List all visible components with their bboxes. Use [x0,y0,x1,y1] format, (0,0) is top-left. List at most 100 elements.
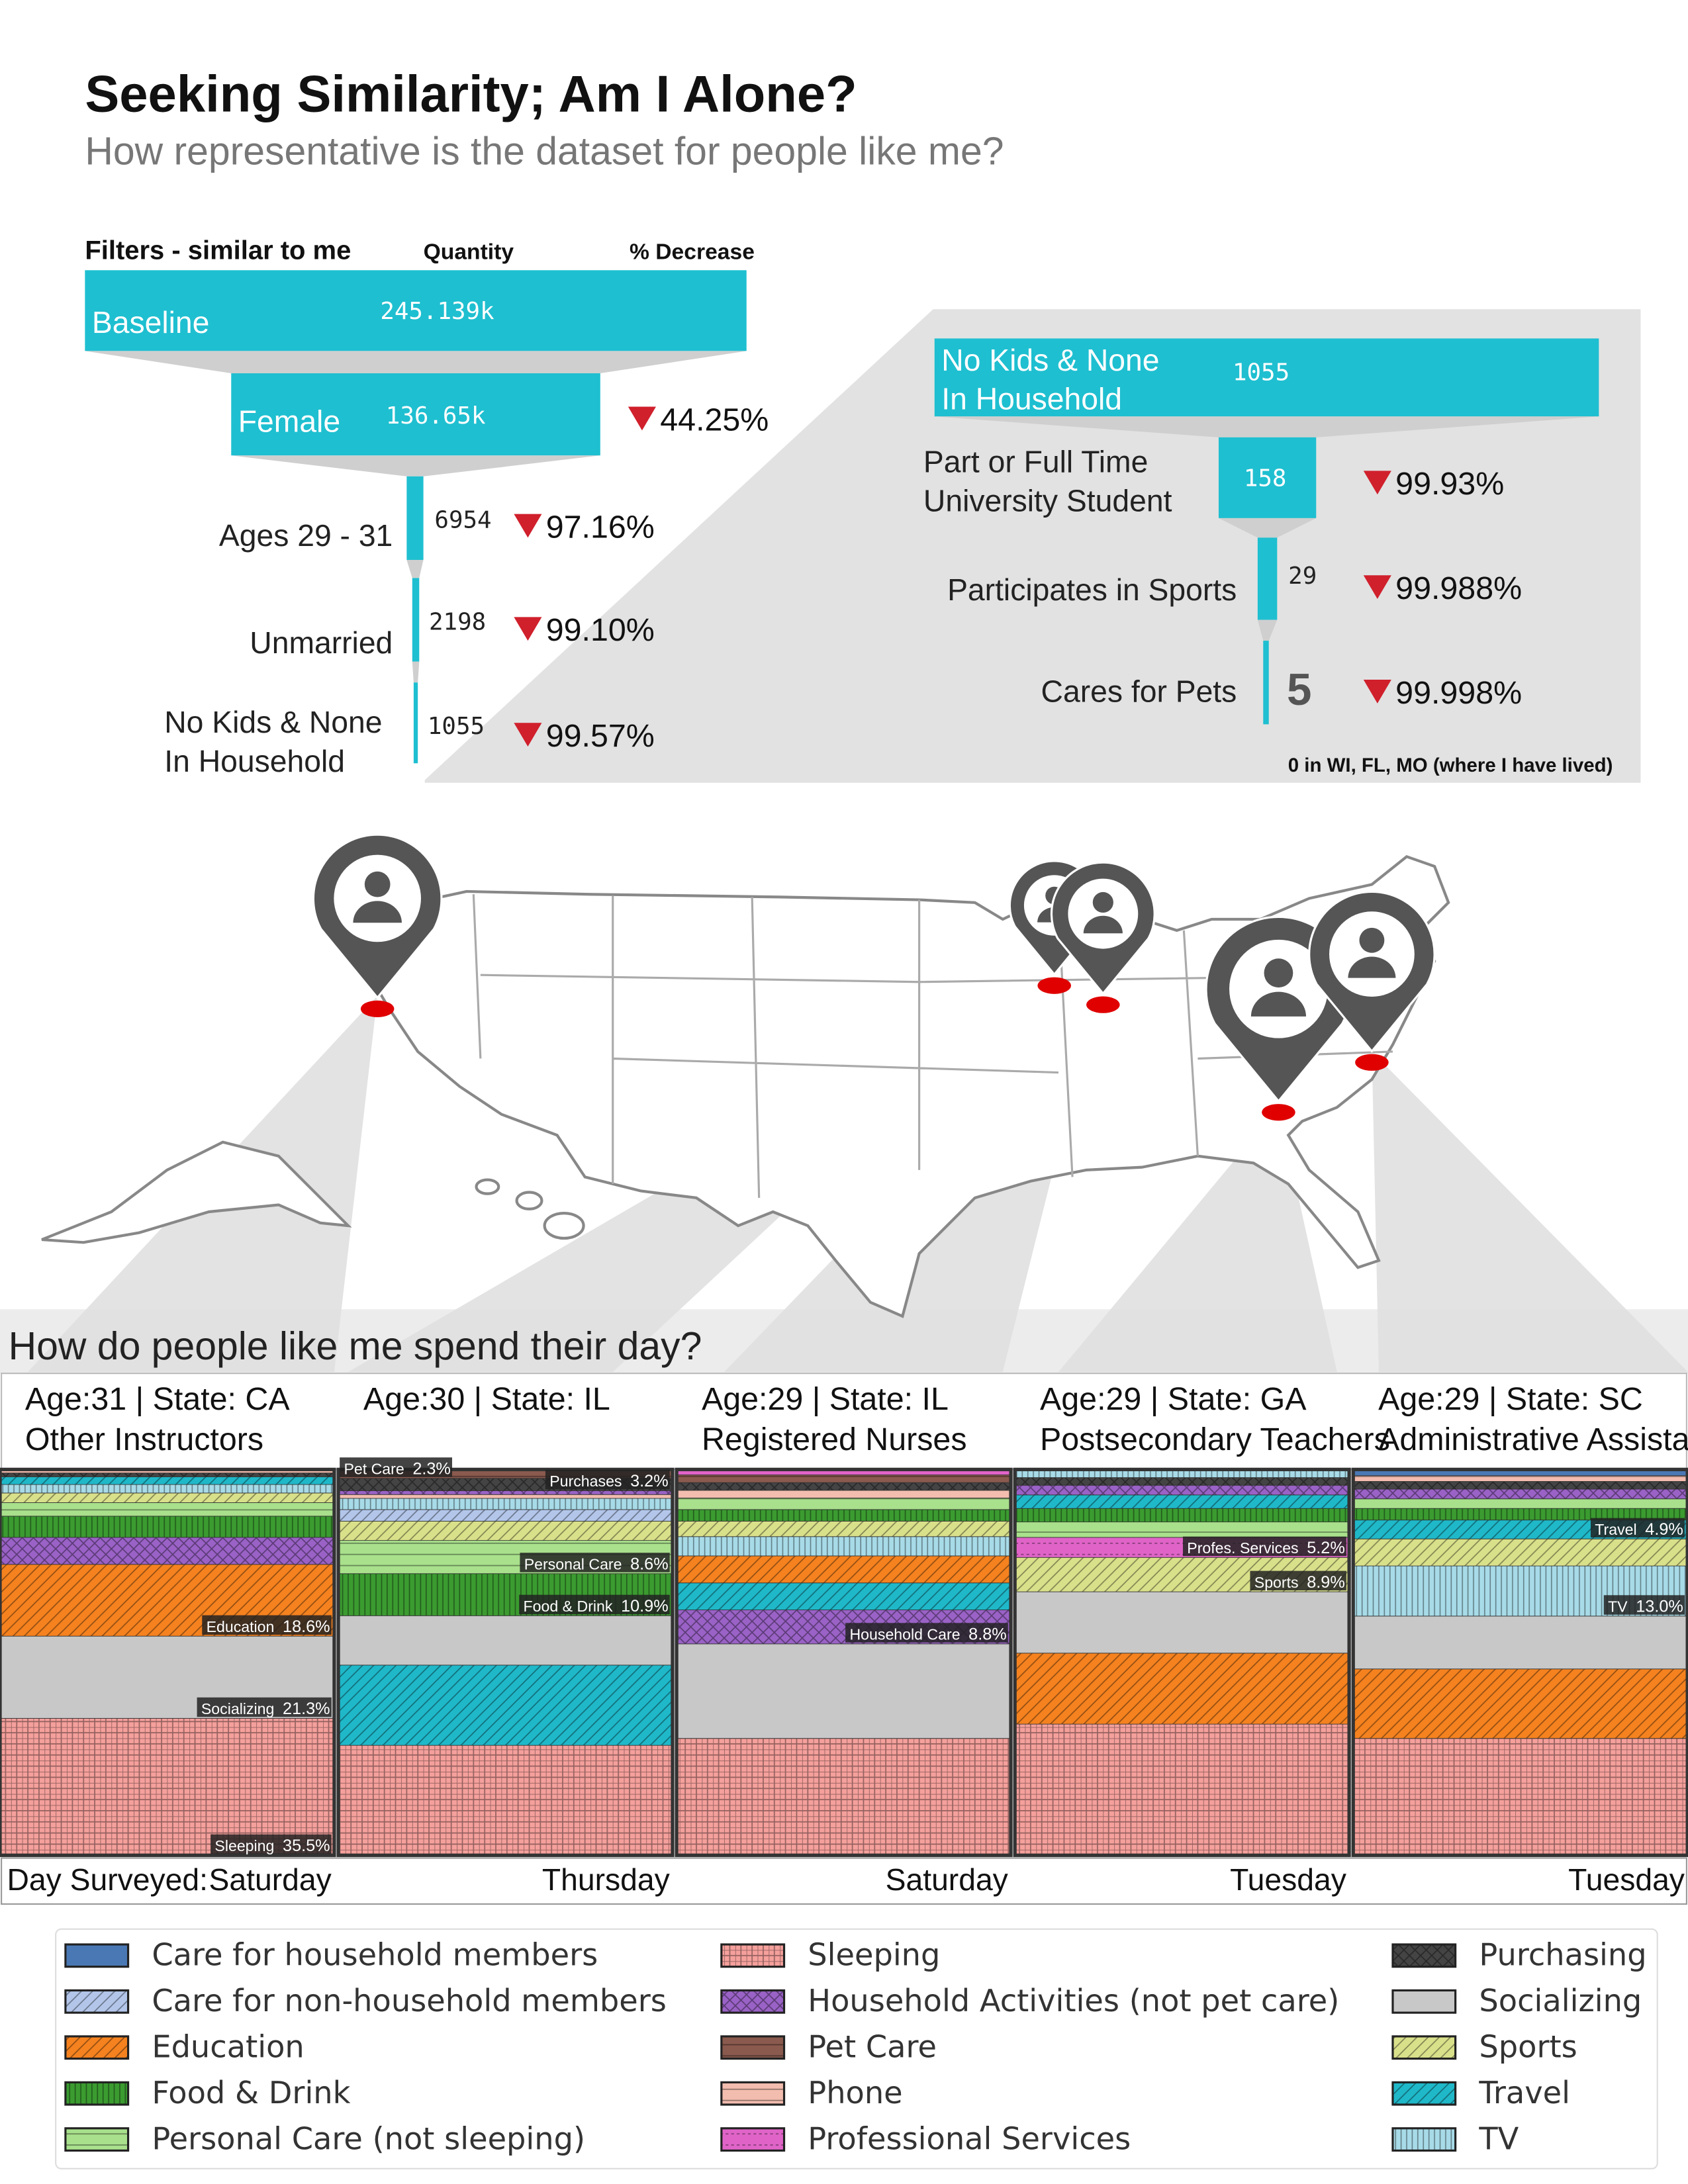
segment-label-bg [202,1615,332,1635]
activity-segment [1352,1738,1688,1856]
legend-swatch [64,2035,130,2060]
activity-segment [338,1509,673,1522]
activity-segment [1352,1538,1688,1567]
activity-segment [0,1492,335,1503]
segment-label: 8.8% Household Care [845,1623,1008,1644]
funnel-decrease: 99.988% [1395,570,1522,606]
pin-head [1092,891,1113,913]
activity-segment [0,1635,335,1719]
funnel-connector [85,351,747,374]
segment-label-bg [1182,1536,1346,1557]
segment-label-bg [1250,1570,1346,1591]
legend-swatch [720,2081,786,2106]
legend-label: Care for household members [152,1937,598,1973]
legend-swatch [1391,2127,1457,2152]
column-frame [0,1467,336,1857]
legend-swatch [1391,1989,1457,2014]
decrease-marker [628,406,656,431]
legend-label: Care for non-household members [152,1983,667,2019]
column-heading: Age:29 | State: GA [1040,1381,1307,1417]
activity-segment [338,1521,673,1541]
activity-segment [676,1643,1011,1739]
pin-face [334,854,421,942]
decrease-marker [1363,575,1391,599]
segment-value-label: 10.9% [621,1597,669,1615]
legend-label: Sleeping [808,1937,940,1973]
activity-segment [1014,1591,1350,1654]
segment-name-label: Purchases [549,1473,622,1490]
funnel-label: Cares for Pets [1041,674,1237,709]
funnel-quantity: 245.139k [380,298,494,325]
legend-label: Professional Services [808,2120,1131,2156]
legend-label: TV [1478,2120,1519,2156]
segment-label-bg [845,1623,1008,1643]
column-occupation: Registered Nurses [702,1422,967,1457]
legend-swatch [64,2127,130,2152]
segment-label-bg [197,1697,332,1717]
legend-swatch [1391,2035,1457,2060]
funnel-label: Ages 29 - 31 [219,518,393,553]
legend-label: Purchasing [1479,1937,1646,1973]
activity-segment [1014,1522,1350,1538]
column-occupation: Administrative Assistant [1378,1422,1688,1457]
segment-name-label: Profes. Services [1187,1539,1298,1557]
segment-label: 8.9% Sports [1250,1570,1346,1592]
pin-beam [1372,1051,1688,1373]
day-label: Day Surveyed: [7,1862,209,1897]
funnel-label: Part or Full Time [923,444,1148,478]
segment-label: 10.9% Food & Drink [519,1594,670,1615]
funnel-bar [1257,537,1278,620]
pin-body [1083,915,1123,934]
segment-value-label: 2.3% [412,1459,451,1478]
segment-label: 2.3% Pet Care [340,1457,453,1478]
subtitle: How representative is the dataset for pe… [85,130,1004,173]
alaska [41,1140,352,1244]
funnel-header: Filters - similar to me [85,236,351,265]
funnel-quantity: 6954 [434,507,491,534]
activity-segment [1014,1477,1350,1486]
funnel-label: No Kids & None [164,705,382,739]
segment-value-label: 8.6% [630,1555,669,1573]
legend-swatch [1391,1943,1457,1968]
activity-segment [1352,1615,1688,1670]
funnel-bar [231,373,600,456]
funnel-label: Baseline [92,305,210,340]
funnel-bar [85,270,747,351]
funnel-connector [1257,619,1278,641]
segment-name-label: Sports [1254,1574,1299,1591]
segment-label: 35.5% Sleeping [211,1834,332,1855]
activity-segment [338,1745,673,1856]
activity-segment [338,1498,673,1510]
decrease-marker [514,723,542,747]
chart-title: How do people like me spend their day? [9,1325,702,1368]
decrease-marker [1363,471,1391,495]
segment-label-bg [545,1469,670,1490]
segment-label-bg [340,1457,453,1477]
funnel-decrease: 44.25% [660,402,769,437]
activity-segment [1352,1498,1688,1509]
segment-name-label: Sleeping [214,1837,274,1854]
activity-segment [676,1521,1011,1537]
legend-swatch [720,2127,786,2152]
segment-name-label: Pet Care [344,1460,404,1477]
funnel-bar [934,338,1599,417]
legend-label: Pet Care [808,2028,937,2064]
pin-body [1348,956,1396,978]
activity-segment [0,1537,335,1565]
funnel-quantity: 136.65k [386,402,486,430]
pin-face [1068,878,1139,949]
funnel-quantity: 1055 [1233,359,1289,387]
funnel-quantity: 1055 [428,713,485,740]
segment-value-label: 3.2% [630,1472,669,1490]
segment-label-bg [1590,1518,1685,1538]
funnel-header: Quantity [424,240,514,264]
location-dot [1086,996,1120,1013]
legend-label: Socializing [1479,1983,1642,2019]
hawaii [543,1211,585,1240]
activity-segment [1014,1723,1350,1856]
segment-label-bg [519,1594,670,1615]
funnel-label: Participates in Sports [947,572,1237,607]
legend-label: Travel [1478,2075,1570,2111]
funnel-label: No Kids & None [941,343,1159,377]
activity-segment [338,1615,673,1666]
